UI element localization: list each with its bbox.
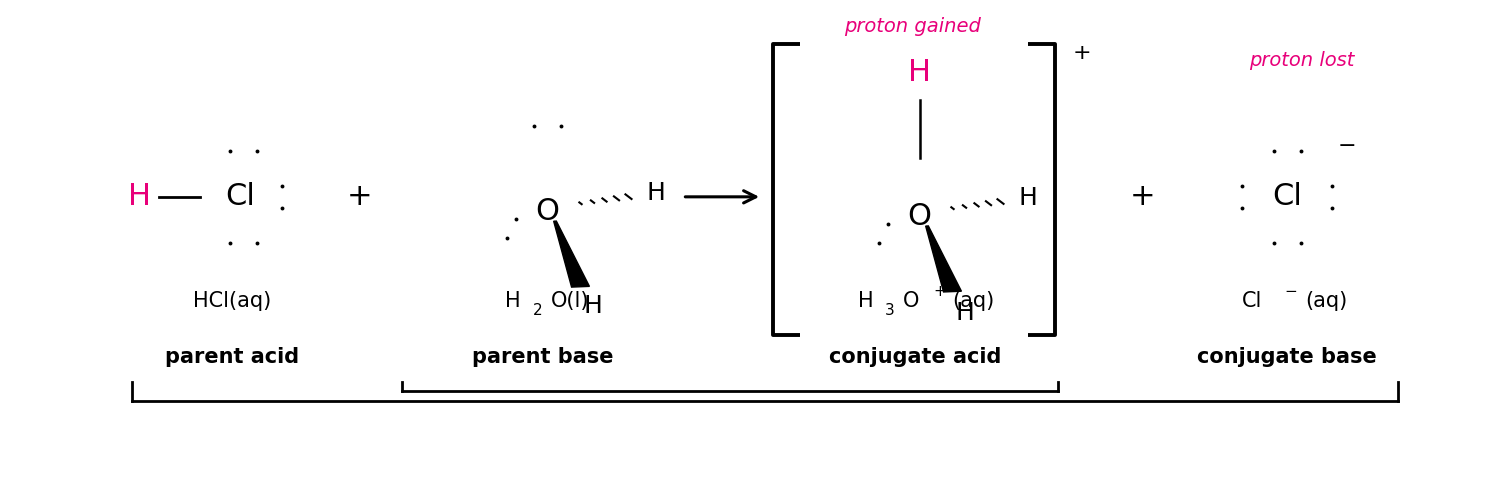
Text: −: − bbox=[1284, 284, 1296, 299]
Text: proton lost: proton lost bbox=[1250, 51, 1354, 70]
Text: O(l): O(l) bbox=[550, 291, 590, 312]
Text: conjugate base: conjugate base bbox=[1197, 347, 1377, 367]
Text: (aq): (aq) bbox=[1305, 291, 1347, 312]
Text: H: H bbox=[956, 301, 974, 326]
Text: Cl: Cl bbox=[1272, 182, 1302, 211]
Text: +: + bbox=[1072, 43, 1090, 64]
Text: H: H bbox=[128, 182, 152, 211]
Text: parent base: parent base bbox=[472, 347, 614, 367]
Text: 2: 2 bbox=[532, 303, 542, 317]
Polygon shape bbox=[926, 226, 962, 292]
Text: H: H bbox=[858, 291, 873, 312]
Text: proton gained: proton gained bbox=[843, 17, 981, 36]
Text: 3: 3 bbox=[885, 303, 894, 317]
Text: Cl: Cl bbox=[225, 182, 255, 211]
Text: −: − bbox=[1338, 136, 1356, 156]
Text: +: + bbox=[346, 182, 374, 211]
Polygon shape bbox=[554, 221, 590, 287]
Text: +: + bbox=[933, 284, 945, 299]
Text: (aq): (aq) bbox=[952, 291, 994, 312]
Text: H: H bbox=[584, 294, 602, 318]
Text: O: O bbox=[908, 202, 932, 231]
Text: conjugate acid: conjugate acid bbox=[830, 347, 1001, 367]
Text: H: H bbox=[1019, 186, 1036, 210]
Text: HCl(aq): HCl(aq) bbox=[194, 291, 272, 312]
Text: O: O bbox=[903, 291, 920, 312]
Text: O: O bbox=[536, 197, 560, 226]
Text: +: + bbox=[1130, 182, 1156, 211]
Text: Cl: Cl bbox=[1242, 291, 1263, 312]
Text: H: H bbox=[646, 181, 664, 205]
Text: parent acid: parent acid bbox=[165, 347, 300, 367]
Text: H: H bbox=[506, 291, 520, 312]
Text: H: H bbox=[908, 58, 932, 87]
